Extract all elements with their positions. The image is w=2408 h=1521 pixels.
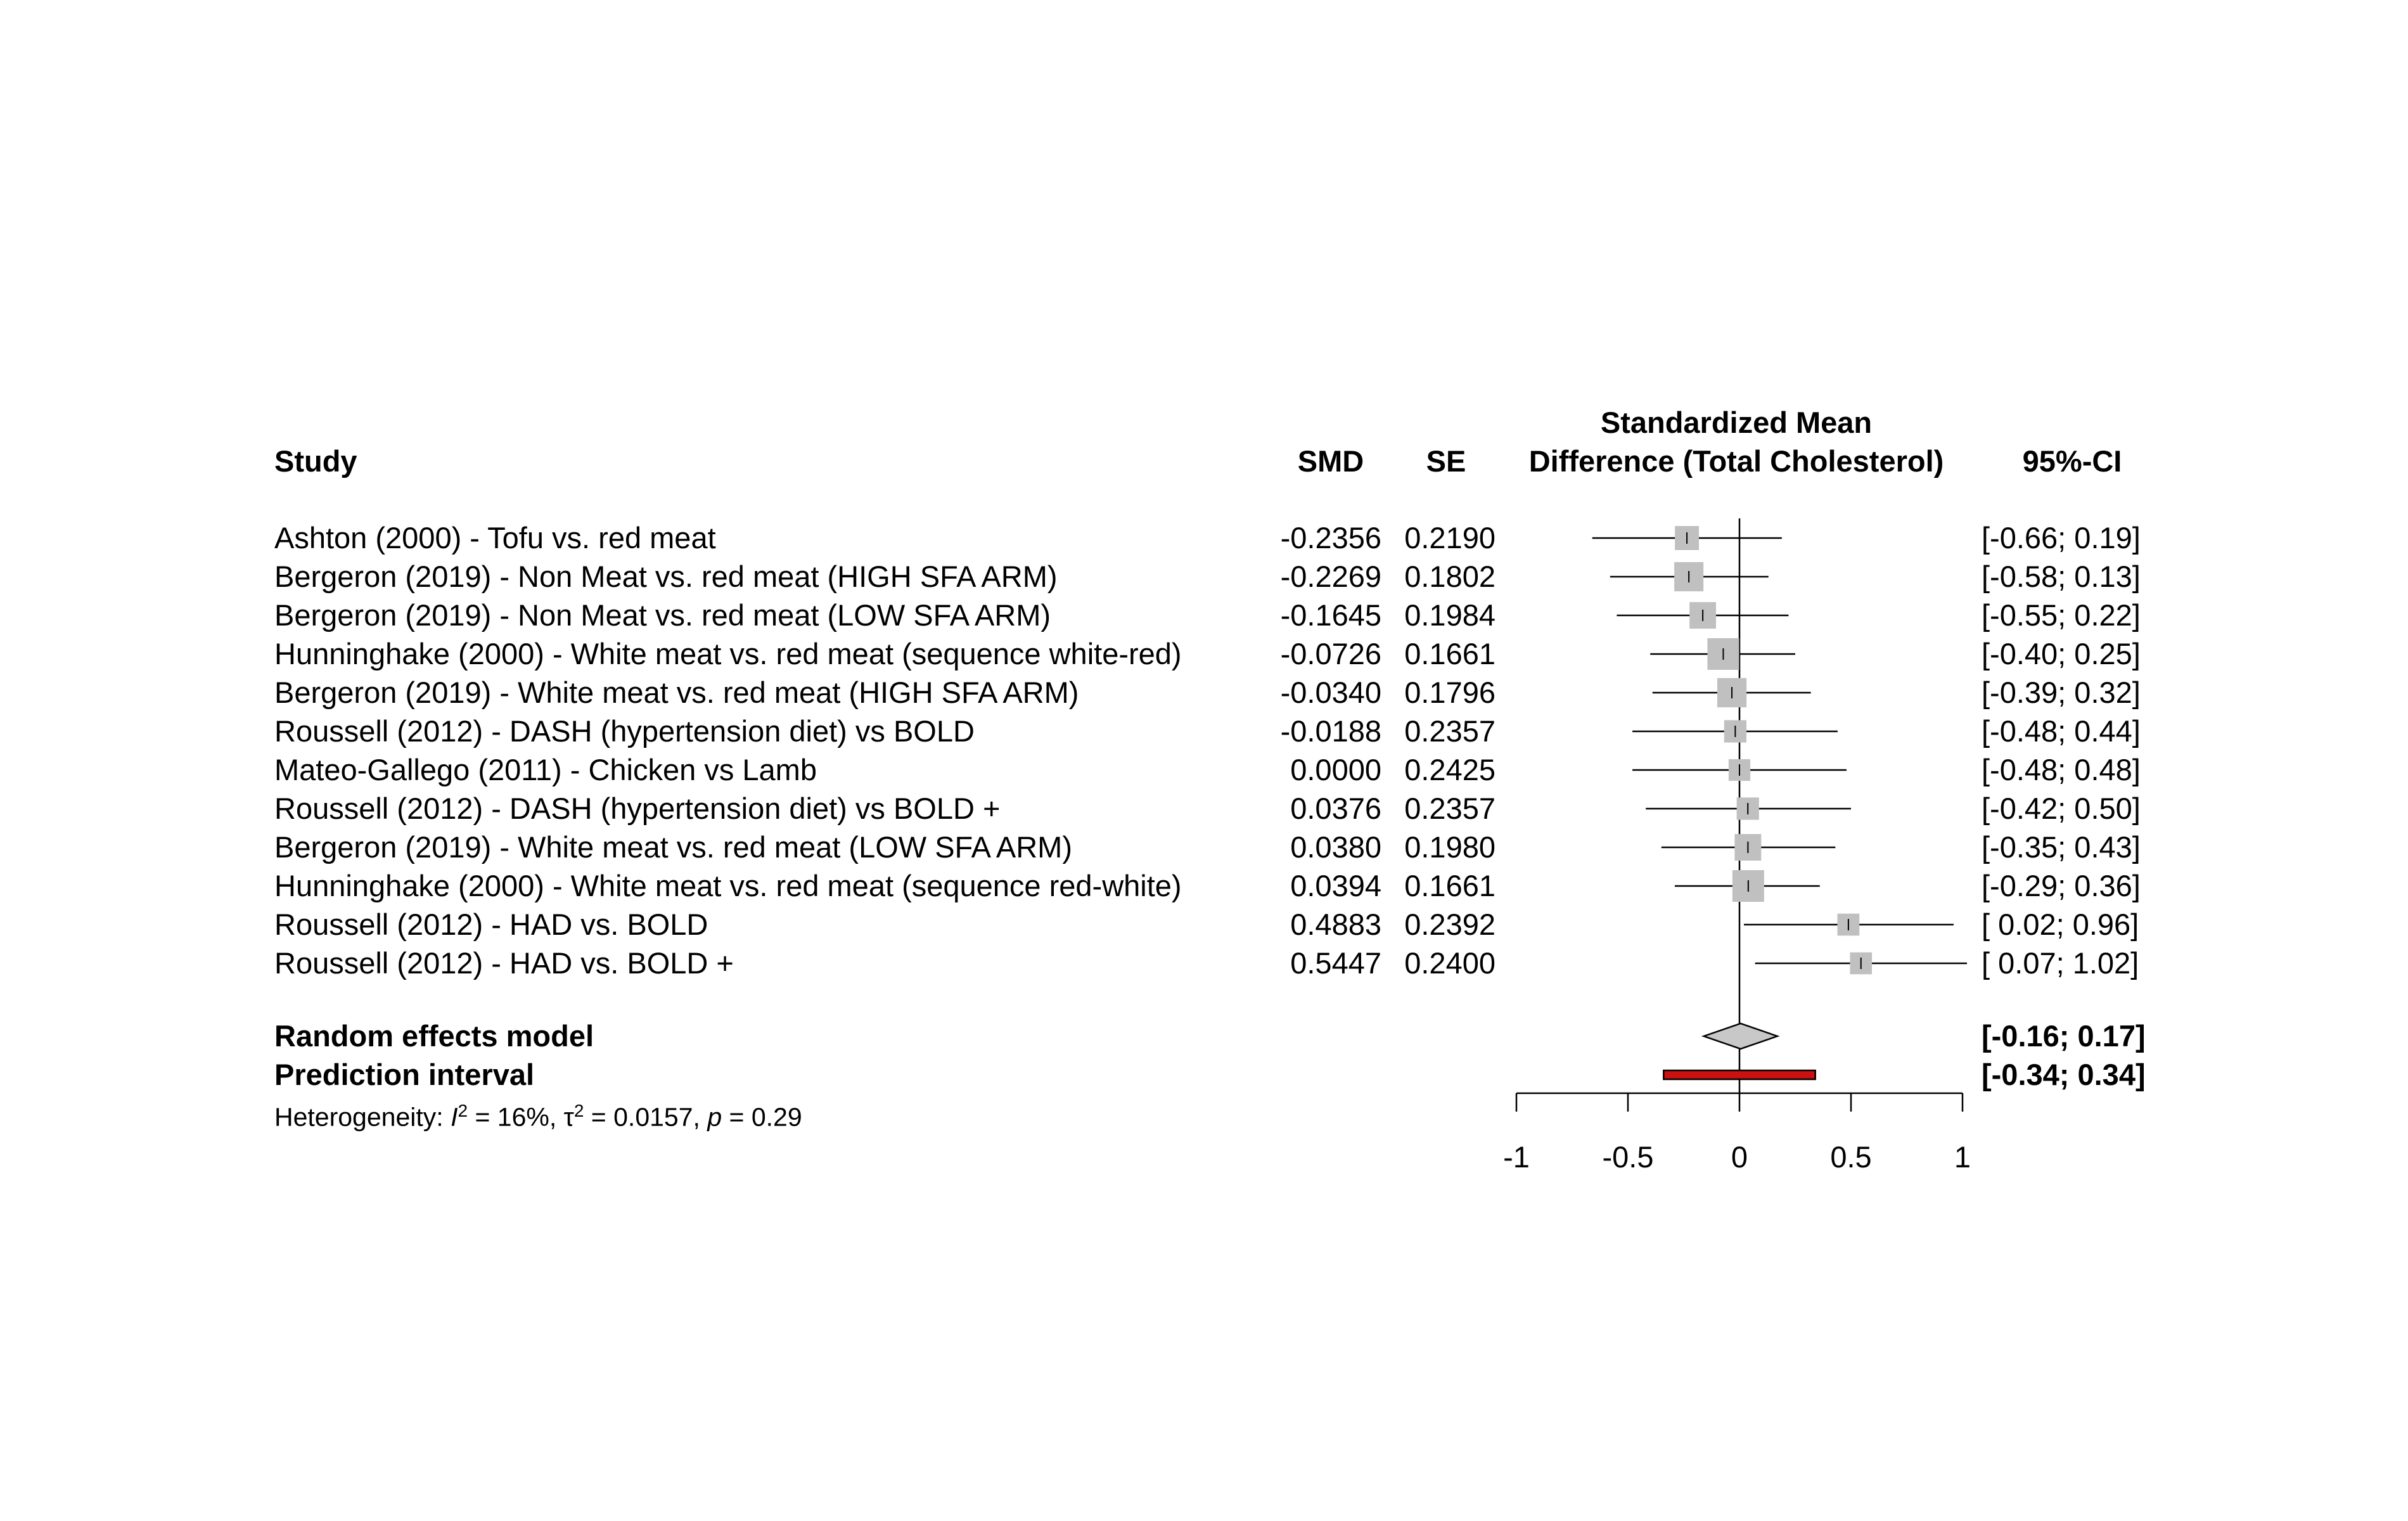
study-label: Bergeron (2019) - Non Meat vs. red meat … bbox=[274, 598, 1051, 632]
se-value: 0.1661 bbox=[1404, 869, 1495, 902]
ci-value: [-0.40; 0.25] bbox=[1982, 637, 2141, 671]
se-value: 0.1661 bbox=[1404, 637, 1495, 671]
se-column-header: SE bbox=[1426, 444, 1466, 478]
smd-value: -0.0188 bbox=[1280, 714, 1381, 748]
study-column-header: Study bbox=[274, 444, 357, 478]
smd-value: -0.2269 bbox=[1280, 560, 1381, 593]
study-label: Roussell (2012) - HAD vs. BOLD bbox=[274, 908, 708, 941]
ci-value: [-0.55; 0.22] bbox=[1982, 598, 2141, 632]
random-effects-ci: [-0.16; 0.17] bbox=[1982, 1019, 2146, 1053]
smd-value: 0.0380 bbox=[1290, 830, 1381, 864]
se-value: 0.2190 bbox=[1404, 521, 1495, 555]
random-effects-label: Random effects model bbox=[274, 1019, 594, 1053]
smd-value: 0.4883 bbox=[1290, 908, 1381, 941]
se-value: 0.1980 bbox=[1404, 830, 1495, 864]
study-label: Bergeron (2019) - White meat vs. red mea… bbox=[274, 830, 1072, 864]
smd-value: -0.0726 bbox=[1280, 637, 1381, 671]
se-value: 0.2357 bbox=[1404, 714, 1495, 748]
study-label: Roussell (2012) - HAD vs. BOLD + bbox=[274, 946, 734, 980]
i2-value: = 16%, bbox=[468, 1102, 564, 1132]
study-label: Ashton (2000) - Tofu vs. red meat bbox=[274, 521, 716, 555]
heterogeneity-prefix: Heterogeneity: bbox=[274, 1102, 451, 1132]
ci-value: [-0.66; 0.19] bbox=[1982, 521, 2141, 555]
study-label: Hunninghake (2000) - White meat vs. red … bbox=[274, 637, 1182, 671]
smd-value: 0.0000 bbox=[1290, 753, 1381, 786]
x-tick-label: 0.5 bbox=[1830, 1140, 1872, 1174]
smd-value: -0.2356 bbox=[1280, 521, 1381, 555]
ci-value: [ 0.02; 0.96] bbox=[1982, 908, 2139, 941]
p-symbol: p bbox=[707, 1102, 722, 1132]
axis-title-line1: Standardized Mean bbox=[1600, 406, 1873, 439]
x-tick-label: -0.5 bbox=[1602, 1140, 1654, 1174]
smd-value: 0.0376 bbox=[1290, 792, 1381, 825]
smd-value: -0.0340 bbox=[1280, 676, 1381, 709]
se-value: 0.1796 bbox=[1404, 676, 1495, 709]
p-value: = 0.29 bbox=[722, 1102, 802, 1132]
i2-symbol: I bbox=[451, 1102, 458, 1132]
study-label: Mateo-Gallego (2011) - Chicken vs Lamb bbox=[274, 753, 817, 786]
se-value: 0.2357 bbox=[1404, 792, 1495, 825]
se-value: 0.2400 bbox=[1404, 946, 1495, 980]
ci-value: [-0.35; 0.43] bbox=[1982, 830, 2141, 864]
axis-title-line2: Difference (Total Cholesterol) bbox=[1528, 444, 1944, 478]
x-tick-label: 0 bbox=[1731, 1140, 1748, 1174]
smd-value: -0.1645 bbox=[1280, 598, 1381, 632]
smd-value: 0.5447 bbox=[1290, 946, 1381, 980]
prediction-interval-label: Prediction interval bbox=[274, 1058, 535, 1091]
ci-value: [-0.48; 0.48] bbox=[1982, 753, 2141, 786]
study-label: Bergeron (2019) - Non Meat vs. red meat … bbox=[274, 560, 1058, 593]
se-value: 0.2425 bbox=[1404, 753, 1495, 786]
study-label: Roussell (2012) - DASH (hypertension die… bbox=[274, 714, 975, 748]
tau2-value: = 0.0157, bbox=[584, 1102, 708, 1132]
ci-value: [-0.48; 0.44] bbox=[1982, 714, 2141, 748]
se-value: 0.1802 bbox=[1404, 560, 1495, 593]
summary-diamond bbox=[1701, 1022, 1780, 1050]
study-label: Hunninghake (2000) - White meat vs. red … bbox=[274, 869, 1182, 902]
smd-value: 0.0394 bbox=[1290, 869, 1381, 902]
se-value: 0.2392 bbox=[1404, 908, 1495, 941]
study-label: Bergeron (2019) - White meat vs. red mea… bbox=[274, 676, 1079, 709]
x-tick-label: 1 bbox=[1954, 1140, 1971, 1174]
study-label: Roussell (2012) - DASH (hypertension die… bbox=[274, 792, 1001, 825]
ci-column-header: 95%-CI bbox=[2022, 444, 2122, 478]
prediction-interval-bar bbox=[1663, 1069, 1816, 1081]
ci-value: [-0.58; 0.13] bbox=[1982, 560, 2141, 593]
tau2-symbol: τ bbox=[563, 1102, 574, 1132]
prediction-interval-ci: [-0.34; 0.34] bbox=[1982, 1058, 2146, 1091]
ci-value: [-0.29; 0.36] bbox=[1982, 869, 2141, 902]
ci-value: [-0.42; 0.50] bbox=[1982, 792, 2141, 825]
heterogeneity-text: Heterogeneity: I2 = 16%, τ2 = 0.0157, p … bbox=[274, 1101, 802, 1132]
se-value: 0.1984 bbox=[1404, 598, 1495, 632]
ci-value: [ 0.07; 1.02] bbox=[1982, 946, 2139, 980]
ci-value: [-0.39; 0.32] bbox=[1982, 676, 2141, 709]
smd-column-header: SMD bbox=[1297, 444, 1364, 478]
x-tick-label: -1 bbox=[1503, 1140, 1530, 1174]
